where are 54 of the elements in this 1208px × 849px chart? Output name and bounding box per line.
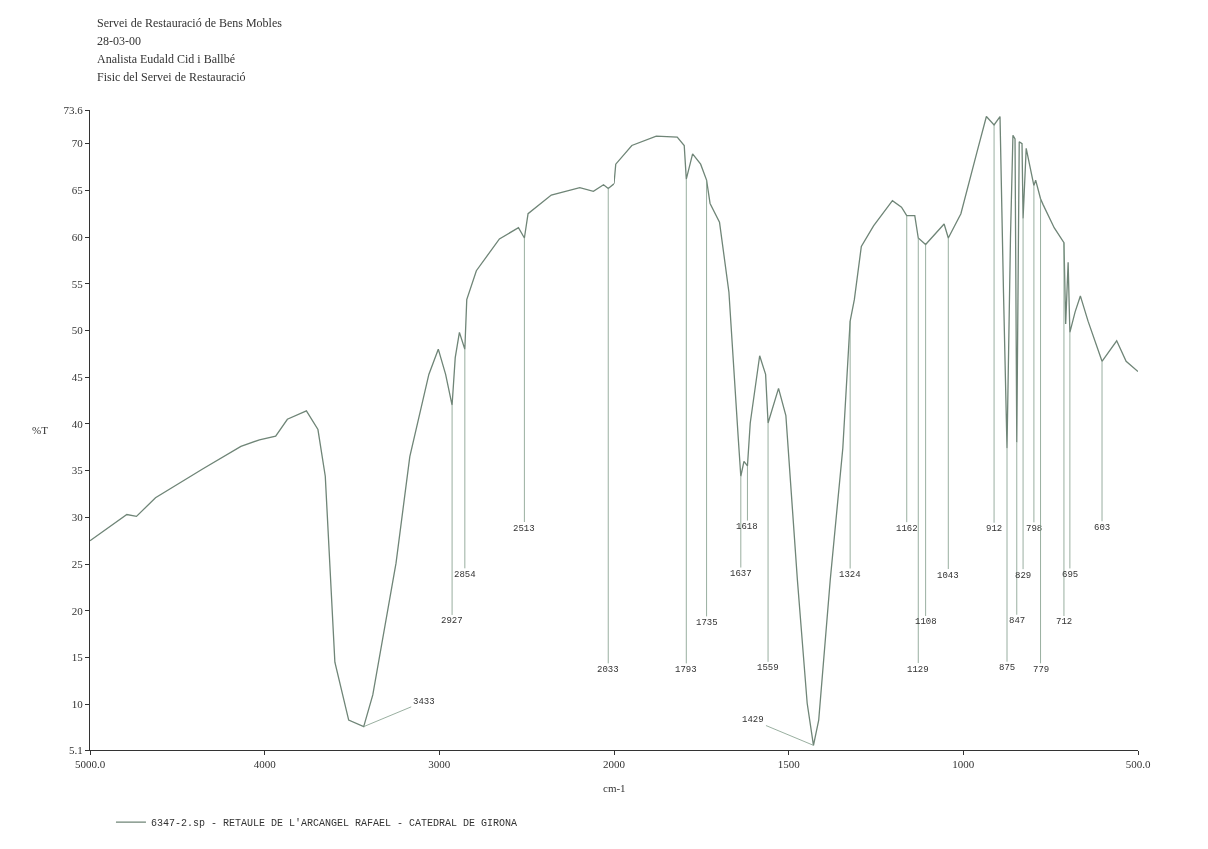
annotation: 695	[1062, 570, 1079, 580]
annotation: 847	[1009, 616, 1026, 626]
annotation: 829	[1015, 571, 1032, 581]
annotation: 912	[986, 524, 1003, 534]
annotation: 1129	[907, 665, 929, 675]
x-tick-label: 5000.0	[74, 758, 106, 771]
text: Fisic del Servei de Restauració	[97, 70, 246, 84]
x-axis-title: cm-1	[603, 782, 626, 794]
y-tick-label: 40	[71, 417, 84, 430]
x-tick-label: 1500	[777, 758, 801, 771]
annotation: 1429	[742, 715, 764, 725]
annotation: 603	[1094, 523, 1111, 533]
annotation: 1618	[736, 522, 758, 532]
x-tick-label: 1000	[952, 758, 975, 771]
annotation: 712	[1056, 617, 1073, 627]
y-tick-label: 25	[71, 557, 84, 570]
annotation: 1162	[896, 524, 918, 534]
annotation: 1324	[839, 570, 861, 580]
annotation: 2033	[597, 665, 619, 675]
annotation: 875	[999, 663, 1016, 673]
text: Analista Eudald Cid i Ballbé	[97, 52, 235, 66]
x-tick-label: 500.0	[1125, 758, 1151, 771]
text: 28-03-00	[97, 34, 141, 48]
y-tick-label: 65	[71, 184, 84, 197]
annotation: 2927	[441, 616, 463, 626]
y-tick-label: 50	[71, 324, 84, 337]
annotation: 2854	[454, 570, 476, 580]
annotation: 1043	[937, 571, 959, 581]
annotation: 1735	[696, 618, 718, 628]
y-tick-label: 30	[71, 511, 84, 524]
annotation: 779	[1033, 665, 1050, 675]
annotation: 3433	[413, 697, 435, 707]
y-tick-label: 73.6	[63, 103, 84, 116]
y-tick-label: 45	[71, 371, 84, 384]
annotation: 1559	[757, 663, 779, 673]
x-tick-label: 2000	[603, 758, 626, 771]
annotation: 2513	[513, 524, 535, 534]
y-tick-label: 60	[71, 230, 84, 243]
x-tick-label: 4000	[253, 758, 277, 771]
legend-label: 6347-2.sp - RETAULE DE L'ARCANGEL RAFAEL - CATEDRAL DE GIRONA	[150, 818, 518, 829]
y-tick-label: 15	[71, 651, 84, 664]
chart-title: Servei de Restauració de Bens Mobles	[97, 16, 283, 30]
annotation: 1637	[730, 569, 752, 579]
y-tick-label: 5.1	[69, 743, 83, 756]
annotation: 1108	[915, 617, 937, 627]
annotation: 1793	[675, 665, 697, 675]
y-tick-label: 55	[71, 277, 84, 290]
y-tick-label: 35	[71, 464, 84, 477]
y-tick-label: 20	[71, 604, 84, 617]
y-tick-label: 70	[71, 137, 84, 150]
x-tick-label: 3000	[428, 758, 451, 771]
y-tick-label: 10	[71, 698, 84, 711]
y-axis-title: %T	[32, 424, 49, 436]
annotation: 798	[1026, 524, 1043, 534]
